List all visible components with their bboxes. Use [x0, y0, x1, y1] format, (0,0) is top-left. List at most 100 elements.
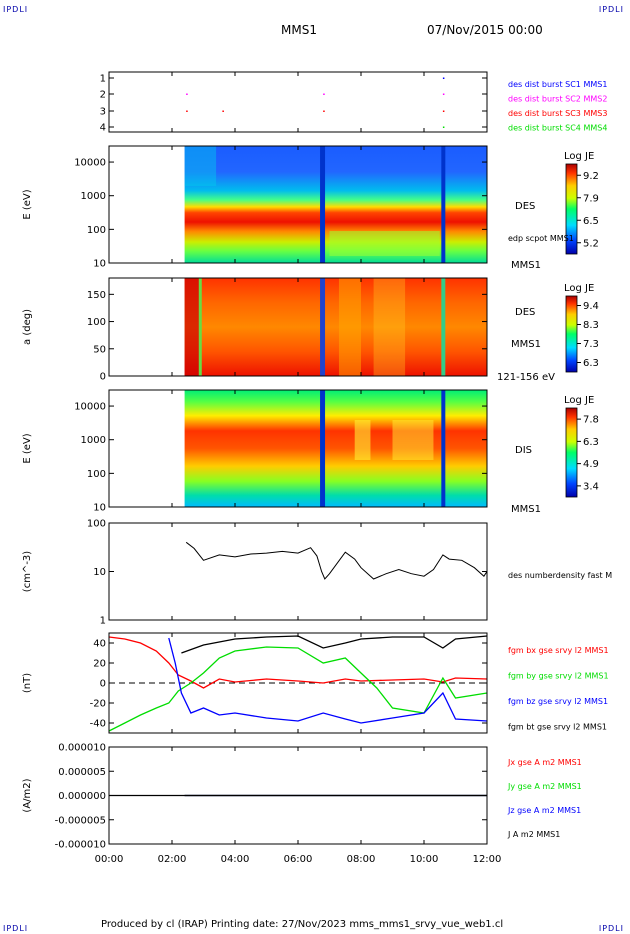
legend-entry: fgm by gse srvy l2 MMS1 — [508, 672, 609, 681]
y-tick-label: 1 — [100, 616, 106, 627]
burst-mark — [323, 110, 325, 112]
burst-mark — [442, 77, 445, 79]
x-tick-label: 06:00 — [284, 854, 313, 865]
heatmap-feature — [354, 420, 371, 460]
x-tick-label: 02:00 — [158, 854, 187, 865]
colorbar — [565, 163, 578, 255]
y-tick-label: 150 — [87, 290, 106, 301]
y-tick-label: 0 — [100, 372, 106, 383]
overlay-label: edp scpot MMS1 — [508, 234, 574, 243]
y-tick-label: 10 — [93, 259, 106, 270]
y-axis-label: (cm^-3) — [22, 551, 33, 592]
y-tick-label: 100 — [87, 519, 106, 530]
y-tick-label: 0.000000 — [58, 791, 106, 802]
x-tick-label: 10:00 — [410, 854, 439, 865]
burst-mark — [222, 110, 224, 112]
y-tick-label: 4 — [100, 123, 106, 134]
heatmap-feature — [338, 278, 361, 376]
x-tick-label: 08:00 — [347, 854, 376, 865]
colorbar-tick-label: 8.3 — [583, 320, 599, 331]
heatmap-fill — [184, 278, 487, 376]
burst-mark — [442, 110, 445, 112]
y-tick-label: -40 — [90, 719, 106, 730]
corner-label-bottom-left: IPDLI — [3, 924, 29, 933]
instrument-label: DIS — [515, 445, 532, 456]
corner-label-bottom-right: IPDLI — [598, 924, 624, 933]
legend-entry: des numberdensity fast M — [508, 571, 612, 580]
y-axis-label: (nT) — [22, 673, 33, 693]
colorbar-tick-label: 9.2 — [583, 171, 599, 182]
series-line — [185, 541, 488, 580]
colorbar-tick-label: 5.2 — [583, 238, 599, 249]
y-tick-label: 100 — [87, 469, 106, 480]
heatmap-feature — [392, 420, 434, 460]
burst-mark — [442, 93, 445, 95]
instrument-label: DES — [515, 201, 535, 212]
series-line — [168, 637, 488, 724]
instrument-label: DES — [515, 307, 535, 318]
y-tick-label: 0.000010 — [58, 743, 106, 754]
y-tick-label: 10 — [93, 503, 106, 514]
legend-entry: des dist burst SC4 MMS4 — [508, 124, 607, 133]
legend-entry: des dist burst SC1 MMS1 — [508, 80, 607, 89]
x-tick-label: 04:00 — [221, 854, 250, 865]
colorbar — [565, 295, 578, 373]
y-tick-label: 10 — [93, 567, 106, 578]
heatmap-fill — [184, 390, 487, 507]
y-axis-label: (A/m2) — [22, 778, 33, 812]
y-tick-label: -20 — [90, 699, 106, 710]
colorbar-title: Log JE — [564, 283, 594, 294]
corner-label-top-right: IPDLI — [598, 5, 624, 14]
colorbar-tick-label: 4.9 — [583, 459, 599, 470]
legend-entry: des dist burst SC2 MMS2 — [508, 95, 607, 104]
y-tick-label: 3 — [100, 107, 106, 118]
y-tick-label: -0.000005 — [55, 815, 106, 826]
legend-entry: fgm bt gse srvy l2 MMS1 — [508, 723, 607, 732]
heatmap-feature — [441, 278, 446, 376]
colorbar-tick-label: 7.8 — [583, 415, 599, 426]
y-tick-label: 2 — [100, 90, 106, 101]
y-tick-label: -0.000010 — [55, 840, 106, 851]
footer-credits: Produced by cl (IRAP) Printing date: 27/… — [101, 919, 504, 930]
colorbar-tick-label: 7.3 — [583, 339, 599, 350]
y-axis-label: a (deg) — [22, 309, 33, 345]
heatmap-feature — [198, 278, 202, 376]
colorbar — [565, 407, 578, 498]
heatmap-feature — [441, 390, 446, 507]
heatmap-feature — [184, 146, 217, 186]
heatmap-feature — [373, 278, 406, 376]
legend-entry: des dist burst SC3 MMS3 — [508, 109, 607, 118]
x-tick-label: 12:00 — [473, 854, 502, 865]
y-tick-label: 50 — [93, 344, 106, 355]
colorbar-tick-label: 9.4 — [583, 301, 599, 312]
heatmap-feature — [320, 278, 326, 376]
y-tick-label: 20 — [93, 659, 106, 670]
y-tick-label: 0 — [100, 679, 106, 690]
legend-entry: fgm bz gse srvy l2 MMS1 — [508, 697, 608, 706]
y-tick-label: 1 — [100, 74, 106, 85]
spacecraft-label: MMS1 — [511, 339, 541, 350]
heatmap-feature — [441, 146, 446, 263]
y-tick-label: 40 — [93, 639, 106, 650]
burst-mark — [323, 93, 325, 95]
y-axis-label: E (eV) — [22, 189, 33, 219]
burst-mark — [186, 93, 188, 95]
colorbar-tick-label: 3.4 — [583, 481, 599, 492]
y-tick-label: 100 — [87, 317, 106, 328]
y-tick-label: 10000 — [74, 158, 106, 169]
spacecraft-label: MMS1 — [511, 260, 541, 271]
x-tick-label: 00:00 — [95, 854, 124, 865]
y-tick-label: 1000 — [81, 435, 106, 446]
burst-mark — [186, 110, 188, 112]
series-line — [108, 646, 488, 732]
spacecraft-label: MMS1 — [511, 504, 541, 515]
heatmap-feature — [329, 231, 440, 256]
y-tick-label: 1000 — [81, 191, 106, 202]
legend-entry: Jx gse A m2 MMS1 — [507, 758, 582, 767]
y-tick-label: 10000 — [74, 402, 106, 413]
corner-label-top-left: IPDLI — [3, 5, 29, 14]
colorbar-title: Log JE — [564, 151, 594, 162]
legend-entry: J A m2 MMS1 — [507, 830, 560, 839]
plot-datetime: 07/Nov/2015 00:00 — [427, 23, 543, 37]
